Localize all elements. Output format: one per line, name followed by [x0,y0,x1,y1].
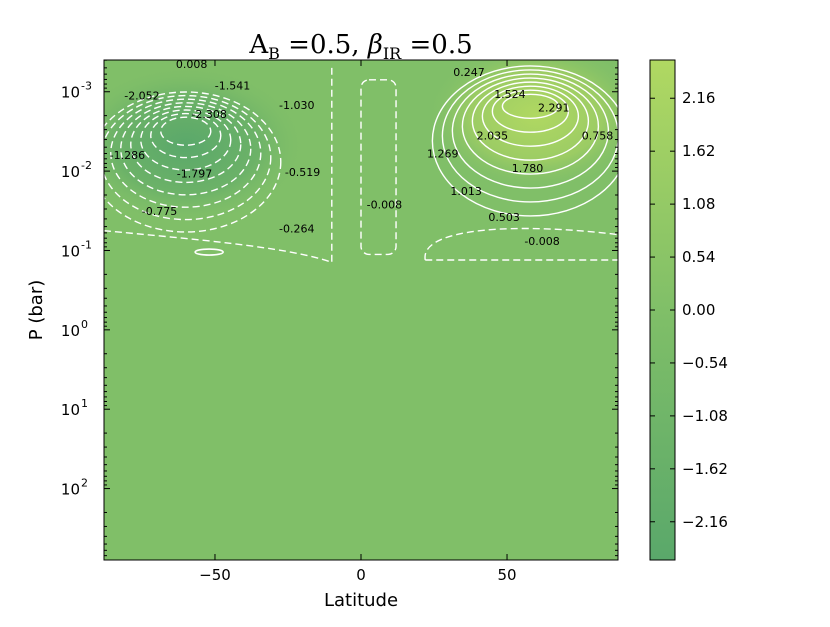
colorbar-ticks: 2.16 1.62 1.08 0.54 0.00 −0.54 −1.08 −1.62 −2.16 [650,89,728,531]
y-tick-label: 10 [61,401,80,419]
negative-contour-line [424,227,618,261]
x-axis: −50 0 50 [199,60,517,584]
contour-label: 2.291 [538,102,570,115]
colorbar-tick-label: −2.16 [682,513,728,531]
colorbar-tick-label: 1.08 [682,195,715,213]
contour-lines [104,65,618,264]
y-tick-exponent: -2 [81,159,92,172]
contour-label: -1.030 [279,99,314,112]
contour-label: 2.035 [477,129,509,142]
positive-contour-line [471,81,590,161]
negative-contour-line [130,105,242,184]
positive-contour-line [461,77,600,175]
y-axis-label: P (bar) [26,280,47,340]
y-tick-exponent: -3 [81,80,92,93]
contour-label: 1.524 [494,88,526,101]
colorbar-tick-label: 2.16 [682,89,715,107]
contour-label: 1.013 [450,185,482,198]
title-a-sub: B [268,44,280,63]
y-tick-exponent: -1 [81,238,92,251]
contour-label: -0.008 [367,198,402,211]
negative-contour-line [150,112,222,159]
x-tick-label: 50 [497,566,516,584]
x-tick-label: 0 [356,566,366,584]
y-tick-exponent: 2 [81,477,88,490]
colorbar-tick-label: −1.08 [682,407,728,425]
contour-label: -2.308 [191,108,226,121]
contour-label: -1.286 [110,149,145,162]
contour-label: 1.780 [512,162,544,175]
negative-contour-line [120,102,252,196]
negative-contour-line [104,67,333,264]
contour-label: -0.519 [285,166,320,179]
colorbar-tick-label: 0.00 [682,301,715,319]
positive-contour-line [491,89,570,133]
negative-contour-line [104,94,272,221]
colorbar: 2.16 1.62 1.08 0.54 0.00 −0.54 −1.08 −1.62 −2.16 [649,59,728,561]
y-tick-label: 10 [61,322,80,340]
y-tick-exponent: 0 [81,318,88,331]
chart-title: AB =0.5, βIR =0.5 [248,30,472,63]
positive-contour-line [451,73,610,189]
positive-contour-line [431,65,618,217]
contour-label: -2.052 [124,90,159,103]
title-a: A [248,30,269,60]
y-tick-label: 10 [61,163,80,181]
contour-label: -0.775 [142,205,177,218]
contour-label: 0.503 [488,211,520,224]
contour-label: -0.008 [524,235,559,248]
contour-labels: 0.008 -2.052 -1.541 -2.308 -1.030 -1.286 -1.79… [110,58,614,248]
negative-contour-line [110,98,262,208]
positive-contour-line [194,248,224,256]
contour-label: 0.247 [453,66,485,79]
positive-contour-line [501,93,560,119]
positive-contour-line [481,85,580,147]
contour-label: 1.269 [427,148,459,161]
negative-contour-line [140,109,232,171]
y-tick-exponent: 1 [81,397,88,410]
negative-contour-line [160,116,212,146]
colorbar-tick-label: −1.62 [682,460,728,478]
colorbar-tick-label: 0.54 [682,248,715,266]
negative-contour-line [360,79,397,256]
colorbar-tick-label: 1.62 [682,142,715,160]
y-tick-label: 10 [61,84,80,102]
contour-label: 0.758 [582,129,614,142]
y-tick-label: 10 [61,242,80,260]
negative-contour-line [104,91,282,233]
contour-label: -1.541 [215,79,250,92]
contour-label: -1.797 [177,167,212,180]
contour-label: -0.264 [279,222,314,235]
colorbar-tick-label: −0.54 [682,354,728,372]
x-axis-label: Latitude [324,590,398,611]
low-extremum-fill [104,65,306,226]
y-tick-label: 10 [61,481,80,499]
contour-label: 0.008 [176,58,208,71]
positive-contour-line [441,69,618,203]
plot-area: 0.008 -2.052 -1.541 -2.308 -1.030 -1.286 -1.79… [104,58,618,560]
x-tick-label: −50 [199,566,231,584]
